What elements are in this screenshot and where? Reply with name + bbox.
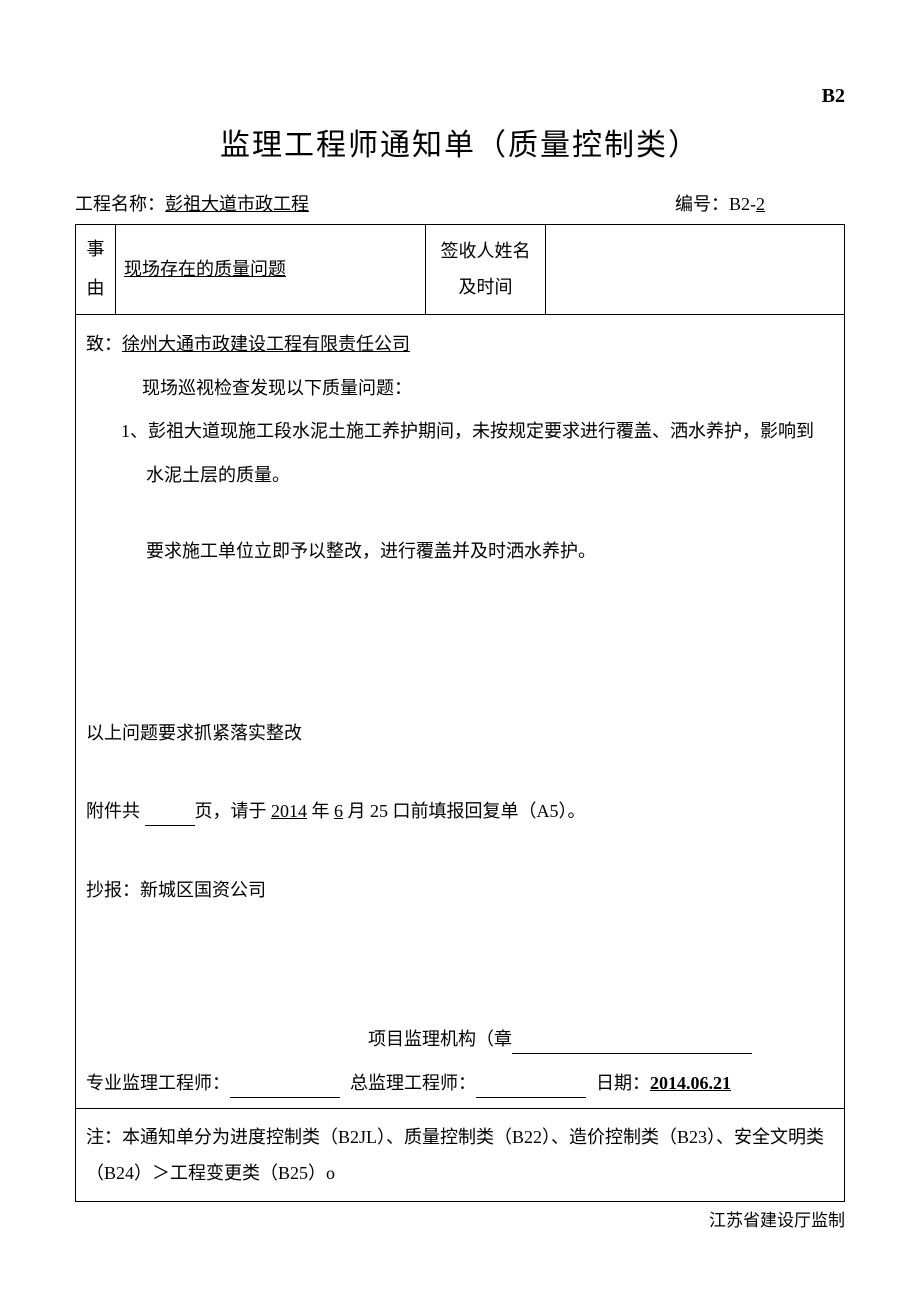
sign2-blank xyxy=(476,1097,586,1098)
reason-content-cell: 现场存在的质量问题 xyxy=(116,224,426,314)
sign2: 总监理工程师： xyxy=(350,1069,586,1098)
attachment-mid3: 月 25 口前填报回复单（A5）。 xyxy=(343,801,586,821)
body-section: 致：徐州大通市政建设工程有限责任公司 现场巡视检查发现以下质量问题： 1、彭祖大… xyxy=(75,315,845,1109)
sign2-label: 总监理工程师： xyxy=(350,1073,476,1093)
receiver-content-cell xyxy=(546,224,845,314)
attachment-year: 2014 xyxy=(271,801,307,821)
issue-1: 1、彭祖大道现施工段水泥土施工养护期间，未按规定要求进行覆盖、洒水养护，影响到 xyxy=(101,413,834,449)
reason-text: 现场存在的质量问题 xyxy=(124,259,286,279)
receiver-label-1: 签收人姓名 xyxy=(434,233,537,269)
addressee-name: 徐州大通市政建设工程有限责任公司 xyxy=(122,334,410,354)
requirement-text: 要求施工单位立即予以整改，进行覆盖并及时洒水养护。 xyxy=(146,533,834,569)
sign1-label: 专业监理工程师： xyxy=(86,1073,230,1093)
project-name: 彭祖大道市政工程 xyxy=(165,194,309,214)
sign1: 专业监理工程师： xyxy=(86,1069,340,1098)
project-label: 工程名称： xyxy=(75,194,165,214)
reason-table: 事 由 现场存在的质量问题 签收人姓名 及时间 xyxy=(75,224,845,315)
reason-label-cell: 事 由 xyxy=(76,224,116,314)
date-value: 2014.06.21 xyxy=(650,1073,731,1093)
issue-num: 1、 xyxy=(121,421,148,441)
number-value: 2 xyxy=(756,194,765,214)
cc-line: 抄报：新城区国资公司 xyxy=(86,876,834,905)
org-line: 项目监理机构（章 xyxy=(286,1025,834,1054)
footer-text: 江苏省建设厅监制 xyxy=(75,1207,845,1234)
intro-text: 现场巡视检查发现以下质量问题： xyxy=(106,374,834,403)
conclusion-text: 以上问题要求抓紧落实整改 xyxy=(86,719,834,748)
date-field: 日期：2014.06.21 xyxy=(596,1069,731,1098)
project-name-field: 工程名称：彭祖大道市政工程 xyxy=(75,190,675,219)
receiver-label-2: 及时间 xyxy=(434,269,537,305)
number-field: 编号：B2-2 xyxy=(675,190,845,219)
attachment-mid1: 页，请于 xyxy=(195,801,272,821)
receiver-label-cell: 签收人姓名 及时间 xyxy=(426,224,546,314)
signature-row: 专业监理工程师： 总监理工程师： 日期：2014.06.21 xyxy=(86,1069,834,1098)
document-title: 监理工程师通知单（质量控制类） xyxy=(75,122,845,170)
cc-value: 新城区国资公司 xyxy=(140,880,266,900)
note-section: 注：本通知单分为进度控制类（B2JL）、质量控制类（B22）、造价控制类（B23… xyxy=(75,1109,845,1202)
reason-label-2: 由 xyxy=(84,269,107,309)
issue-1-line2: 水泥土层的质量。 xyxy=(146,457,834,493)
date-label: 日期： xyxy=(596,1073,650,1093)
attachment-blank xyxy=(145,825,195,826)
addressee-line: 致：徐州大通市政建设工程有限责任公司 xyxy=(86,330,834,359)
attachment-line: 附件共 页，请于 2014 年 6 月 25 口前填报回复单（A5）。 xyxy=(86,797,834,826)
issue-1-line1: 彭祖大道现施工段水泥土施工养护期间，未按规定要求进行覆盖、洒水养护，影响到 xyxy=(148,421,814,441)
sign1-blank xyxy=(230,1097,340,1098)
reason-label-1: 事 xyxy=(84,230,107,270)
addressee-label: 致： xyxy=(86,334,122,354)
org-label: 项目监理机构（章 xyxy=(368,1029,512,1049)
header-row: 工程名称：彭祖大道市政工程 编号：B2-2 xyxy=(75,190,845,219)
form-code: B2 xyxy=(75,80,845,112)
attachment-mid2: 年 xyxy=(307,801,334,821)
cc-label: 抄报： xyxy=(86,880,140,900)
attachment-prefix: 附件共 xyxy=(86,801,145,821)
org-blank xyxy=(512,1053,752,1054)
number-label: 编号：B2- xyxy=(675,194,756,214)
attachment-month: 6 xyxy=(334,801,343,821)
